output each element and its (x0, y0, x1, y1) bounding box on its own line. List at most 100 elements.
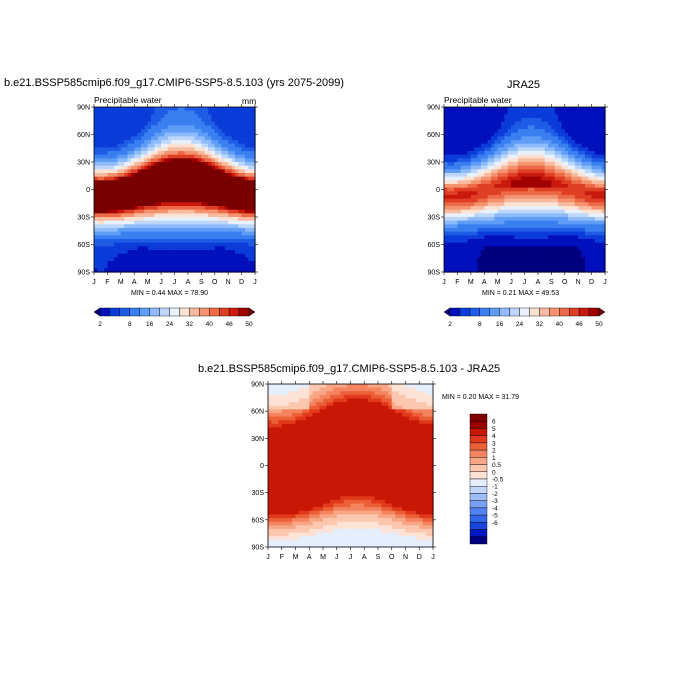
model-heatmap-cell (191, 143, 196, 148)
model-heatmap-cell (137, 143, 142, 148)
model-heatmap-cell (94, 224, 98, 229)
model-heatmap-cell (114, 206, 119, 211)
model-heatmap-cell (234, 107, 239, 112)
obs-heatmap-cell (444, 154, 448, 159)
diff-heatmap-cell (429, 420, 434, 425)
model-heatmap-cell (161, 242, 166, 247)
model-heatmap-cell (144, 143, 149, 148)
model-heatmap-cell (238, 242, 243, 247)
obs-heatmap-cell (574, 246, 579, 251)
model-heatmap-cell (231, 224, 236, 229)
model-heatmap-cell (167, 242, 172, 247)
diff-heatmap-cell (326, 420, 331, 425)
obs-heatmap-cell (474, 250, 479, 255)
model-heatmap-cell (238, 228, 243, 233)
model-heatmap-cell (104, 180, 109, 185)
model-heatmap-cell (218, 261, 223, 266)
model-heatmap-cell (238, 268, 243, 273)
obs-heatmap-cell (531, 118, 536, 123)
model-heatmap-cell (174, 246, 179, 251)
model-heatmap-cell (238, 231, 243, 236)
model-heatmap-cell (214, 209, 219, 214)
obs-heatmap-cell (511, 110, 516, 115)
model-heatmap-cell (104, 176, 109, 181)
model-heatmap-cell (244, 129, 249, 134)
model-heatmap-cell (248, 209, 253, 214)
obs-heatmap-cell (574, 110, 579, 115)
obs-heatmap-cell (507, 107, 512, 112)
model-heatmap-cell (218, 187, 223, 192)
model-heatmap-cell (164, 107, 169, 112)
model-heatmap-cell (241, 239, 246, 244)
obs-heatmap-cell (581, 239, 586, 244)
obs-heatmap-cell (558, 195, 562, 200)
obs-heatmap-cell (534, 242, 539, 247)
model-heatmap-cell (130, 140, 135, 145)
diff-heatmap-cell (274, 402, 279, 407)
model-heatmap-cell (100, 202, 105, 207)
diff-heatmap-cell (309, 409, 314, 414)
model-heatmap-cell (194, 173, 199, 178)
obs-heatmap-cell (511, 198, 516, 203)
obs-heatmap-cell (514, 147, 519, 152)
model-heatmap-cell (248, 176, 253, 181)
model-heatmap-cell (114, 158, 119, 163)
obs-heatmap-cell (571, 239, 576, 244)
diff-heatmap-cell (426, 412, 431, 418)
obs-heatmap-cell (457, 165, 462, 170)
model-heatmap-cell (154, 110, 159, 115)
diff-heatmap-cell (364, 398, 369, 403)
diff-heatmap-cell (415, 394, 420, 400)
obs-heatmap-cell (444, 165, 448, 170)
model-heatmap-cell (244, 246, 249, 251)
model-heatmap-cell (218, 239, 223, 244)
model-heatmap-cell (117, 114, 122, 119)
model-heatmap-cell (107, 235, 112, 240)
obs-heatmap-cell (544, 169, 549, 174)
model-heatmap-cell (181, 129, 186, 134)
model-heatmap-cell (110, 129, 115, 134)
model-heatmap-cell (161, 173, 166, 178)
obs-heatmap-cell (564, 132, 569, 137)
obs-heatmap-cell (584, 228, 589, 233)
model-heatmap-cell (147, 165, 152, 170)
model-heatmap-cell (127, 220, 132, 225)
model-heatmap-cell (100, 246, 105, 251)
obs-heatmap-cell (501, 261, 505, 266)
obs-heatmap-cell (598, 202, 603, 207)
model-heatmap-cell (204, 209, 209, 214)
model-heatmap-cell (134, 176, 139, 181)
obs-heatmap-cell (591, 242, 596, 247)
obs-heatmap-cell (568, 206, 573, 211)
obs-heatmap-cell (554, 118, 559, 123)
obs-heatmap-cell (574, 250, 579, 255)
diff-heatmap-cell (408, 402, 413, 407)
obs-heatmap-cell (494, 121, 499, 126)
obs-heatmap-cell (568, 107, 573, 112)
obs-heatmap-cell (534, 118, 539, 123)
model-heatmap-cell (117, 202, 122, 207)
model-heatmap-cell (181, 242, 186, 247)
obs-heatmap-cell (450, 184, 455, 189)
obs-heatmap-cell (450, 151, 455, 156)
obs-heatmap-cell (507, 151, 512, 156)
model-heatmap-cell (161, 231, 166, 236)
obs-heatmap-cell (514, 169, 519, 174)
model-heatmap-cell (244, 217, 249, 222)
obs-heatmap-cell (454, 176, 459, 181)
model-heatmap-cell (114, 180, 119, 185)
model-heatmap-cell (224, 173, 229, 178)
obs-heatmap-cell (467, 154, 472, 159)
obs-heatmap-cell (517, 253, 522, 258)
diff-heatmap-cell (384, 412, 389, 418)
diff-heatmap-cell (295, 402, 300, 407)
model-heatmap-cell (140, 143, 145, 148)
obs-heatmap-cell (487, 224, 492, 229)
obs-heatmap-cell (457, 147, 462, 152)
model-heatmap-cell (120, 118, 125, 123)
obs-heatmap-cell (484, 118, 489, 123)
obs-heatmap-cell (504, 140, 509, 145)
obs-heatmap-cell (474, 198, 479, 203)
diff-heatmap-cell (378, 402, 383, 407)
model-heatmap-cell (94, 140, 98, 145)
